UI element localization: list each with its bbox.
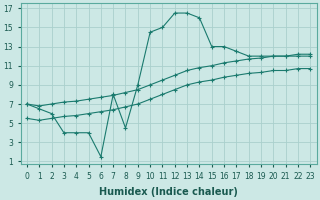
X-axis label: Humidex (Indice chaleur): Humidex (Indice chaleur) [99,187,238,197]
